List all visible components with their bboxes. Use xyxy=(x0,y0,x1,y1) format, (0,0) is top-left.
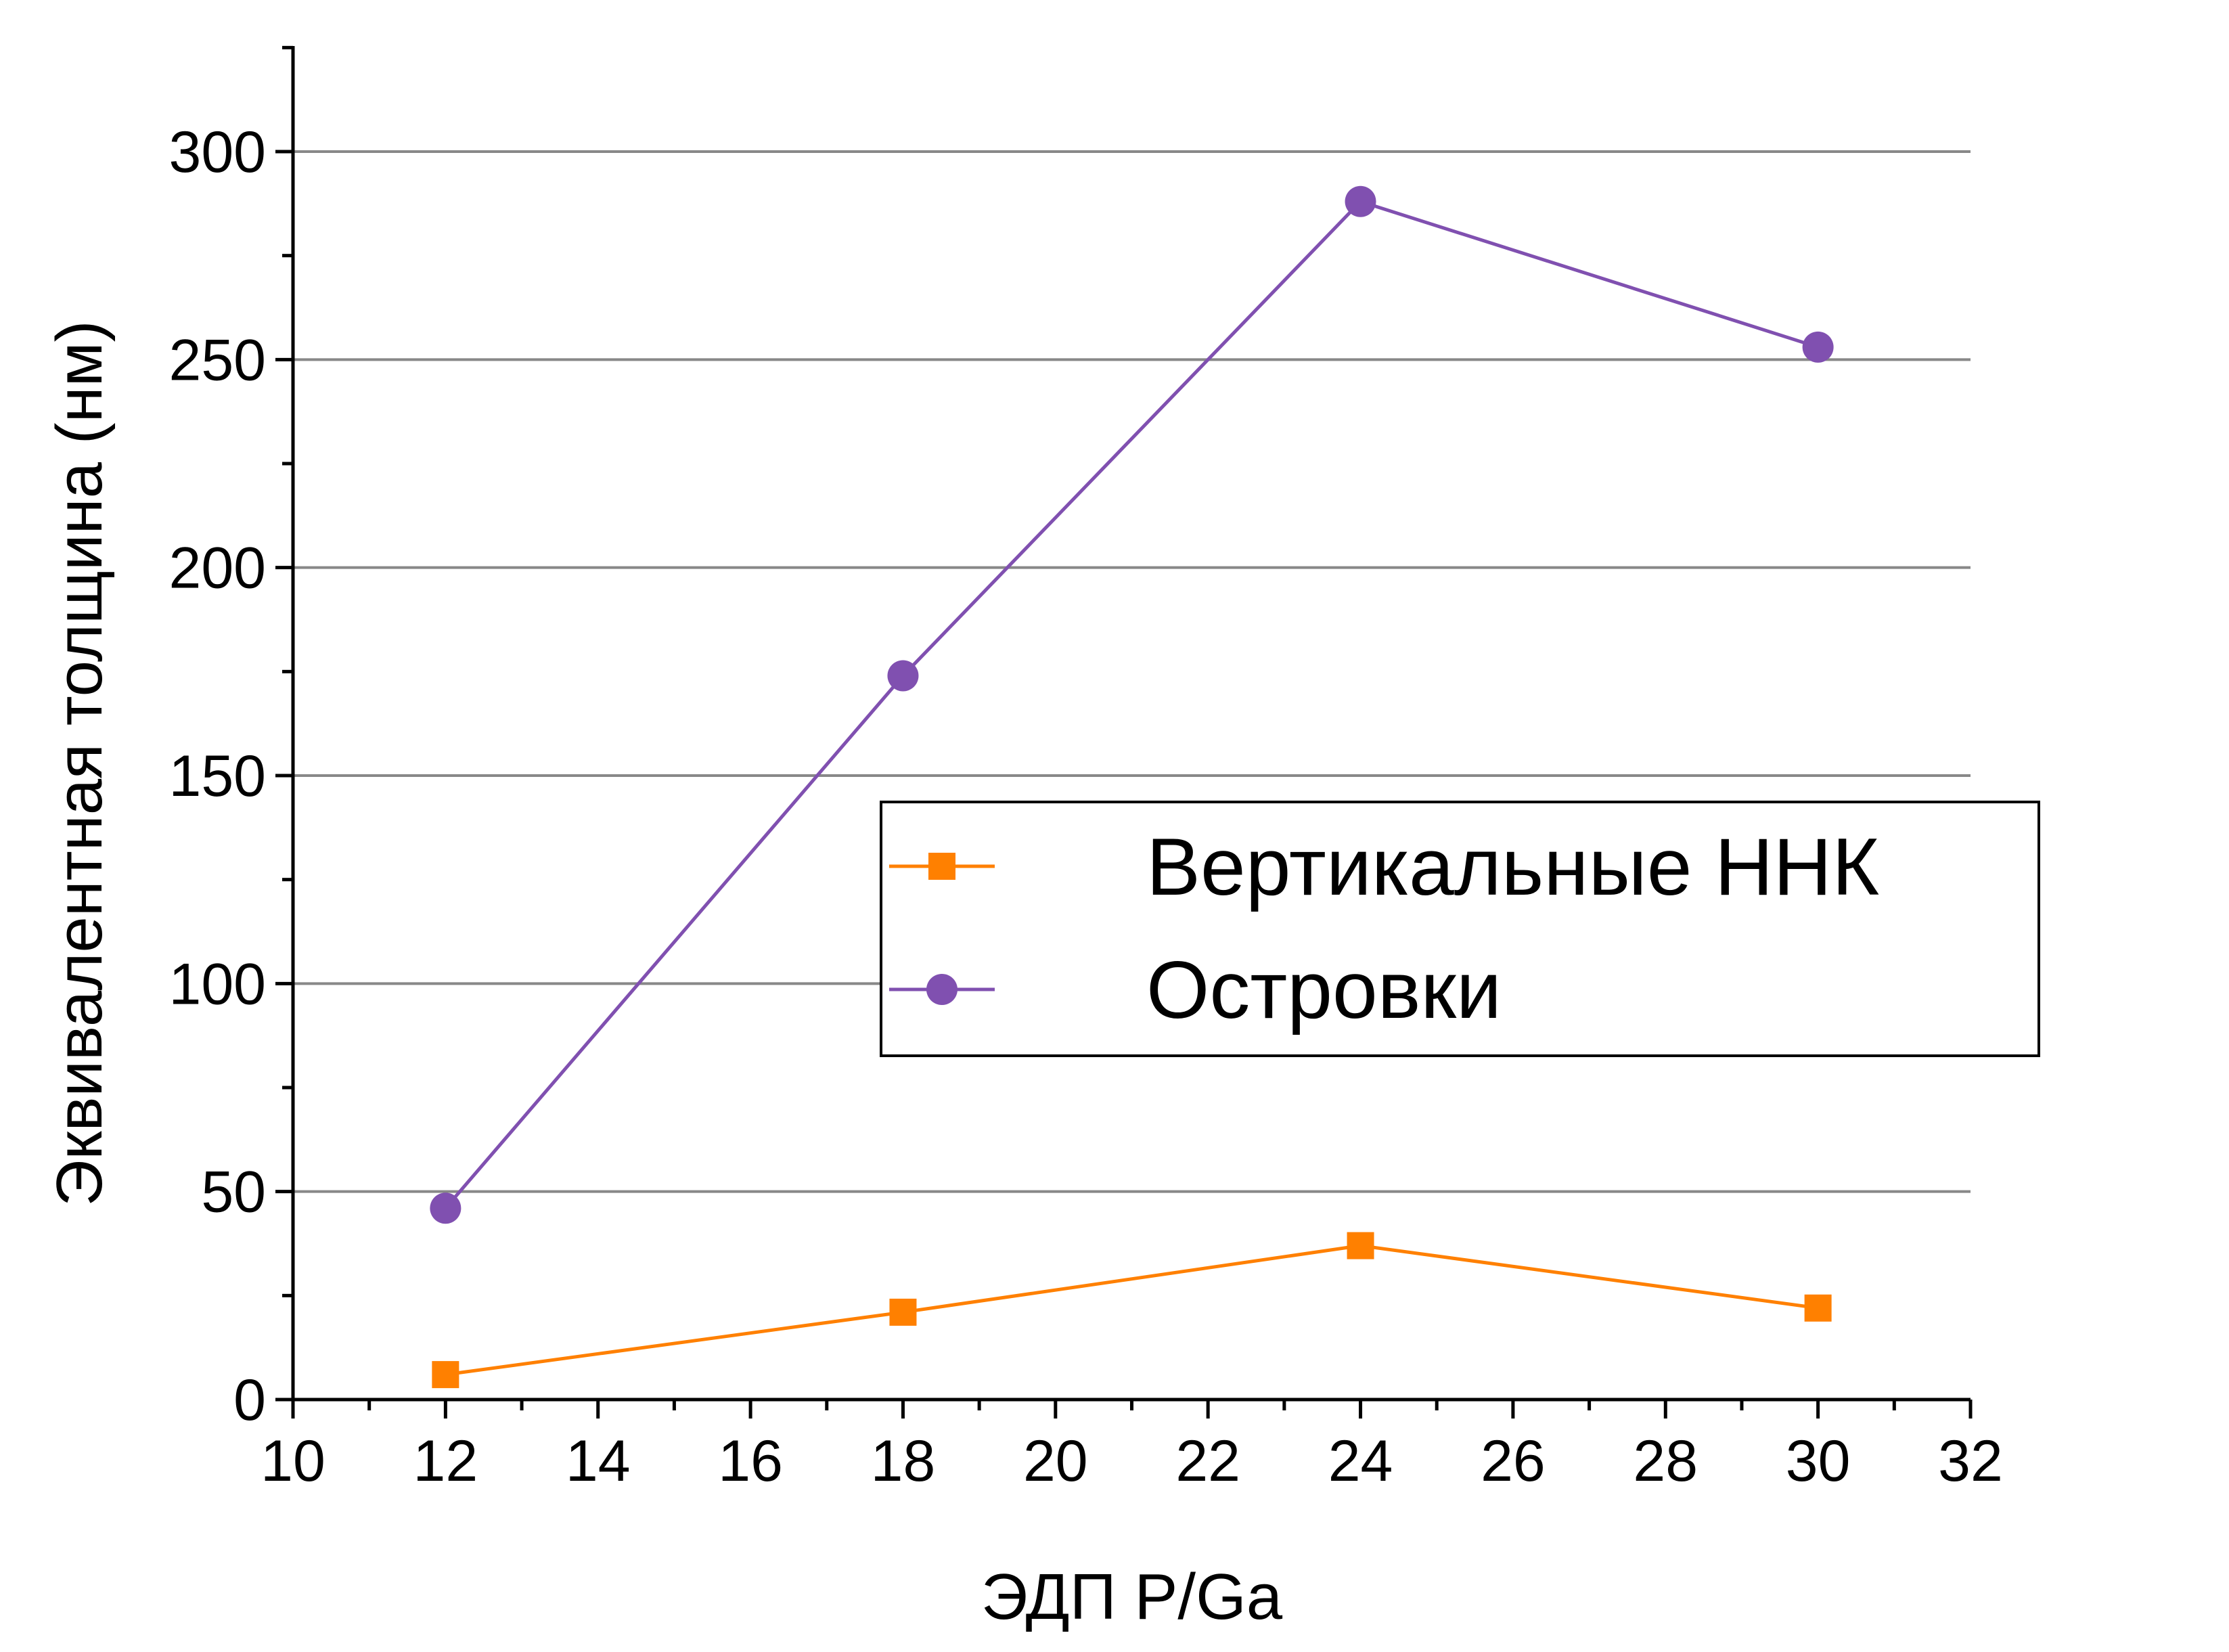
y-tick-label-300: 300 xyxy=(169,120,267,185)
x-tick-label-26: 26 xyxy=(1481,1429,1546,1494)
legend-item-0: Вертикальные ННК xyxy=(889,822,1879,912)
data-point-1-2 xyxy=(1345,185,1376,217)
legend-item-1: Островки xyxy=(889,945,1502,1035)
x-tick-label-28: 28 xyxy=(1633,1429,1698,1494)
data-point-1-0 xyxy=(430,1192,461,1224)
x-tick-label-24: 24 xyxy=(1328,1429,1393,1494)
legend-marker-0 xyxy=(928,853,955,880)
series-1 xyxy=(430,185,1834,1224)
series xyxy=(430,185,1834,1389)
y-tick-label-0: 0 xyxy=(233,1368,266,1433)
y-tick-label-50: 50 xyxy=(201,1160,266,1225)
x-tick-label-14: 14 xyxy=(566,1429,631,1494)
x-tick-label-12: 12 xyxy=(413,1429,478,1494)
data-point-1-1 xyxy=(887,660,919,692)
y-tick-label-200: 200 xyxy=(169,536,267,601)
series-line-0 xyxy=(445,1244,1818,1377)
axes xyxy=(291,46,1971,1402)
legend: Вертикальные ННК Островки xyxy=(880,801,2040,1057)
x-tick-label-22: 22 xyxy=(1175,1429,1240,1494)
data-point-0-1 xyxy=(889,1298,917,1326)
legend-label-0: Вертикальные ННК xyxy=(1146,822,1879,912)
x-tick-label-20: 20 xyxy=(1023,1429,1088,1494)
legend-marker-1 xyxy=(926,974,958,1005)
x-tick-label-32: 32 xyxy=(1938,1429,2003,1494)
y-tick-label-250: 250 xyxy=(169,328,267,393)
x-axis-title: ЭДП P/Ga xyxy=(981,1561,1283,1633)
ticks: 0 50 100 150 200 250 300 10 12 14 16 18 20 22 24 26 28 30… xyxy=(169,45,2003,1494)
x-tick-label-30: 30 xyxy=(1786,1429,1851,1494)
data-point-1-3 xyxy=(1802,331,1834,363)
x-tick-label-18: 18 xyxy=(871,1429,936,1494)
x-tick-label-10: 10 xyxy=(261,1429,325,1494)
legend-box xyxy=(880,801,2040,1057)
x-tick-label-16: 16 xyxy=(718,1429,783,1494)
y-tick-label-150: 150 xyxy=(169,744,267,809)
y-axis-title: Эквивалентная толщина (нм) xyxy=(43,320,116,1206)
data-point-0-0 xyxy=(432,1361,459,1389)
grid-lines xyxy=(293,150,1971,1193)
legend-label-1: Островки xyxy=(1146,945,1502,1035)
series-0 xyxy=(432,1232,1832,1389)
data-point-0-3 xyxy=(1804,1294,1832,1322)
series-line-1 xyxy=(444,199,1819,1209)
y-tick-label-100: 100 xyxy=(169,952,267,1017)
data-point-0-2 xyxy=(1347,1232,1374,1259)
